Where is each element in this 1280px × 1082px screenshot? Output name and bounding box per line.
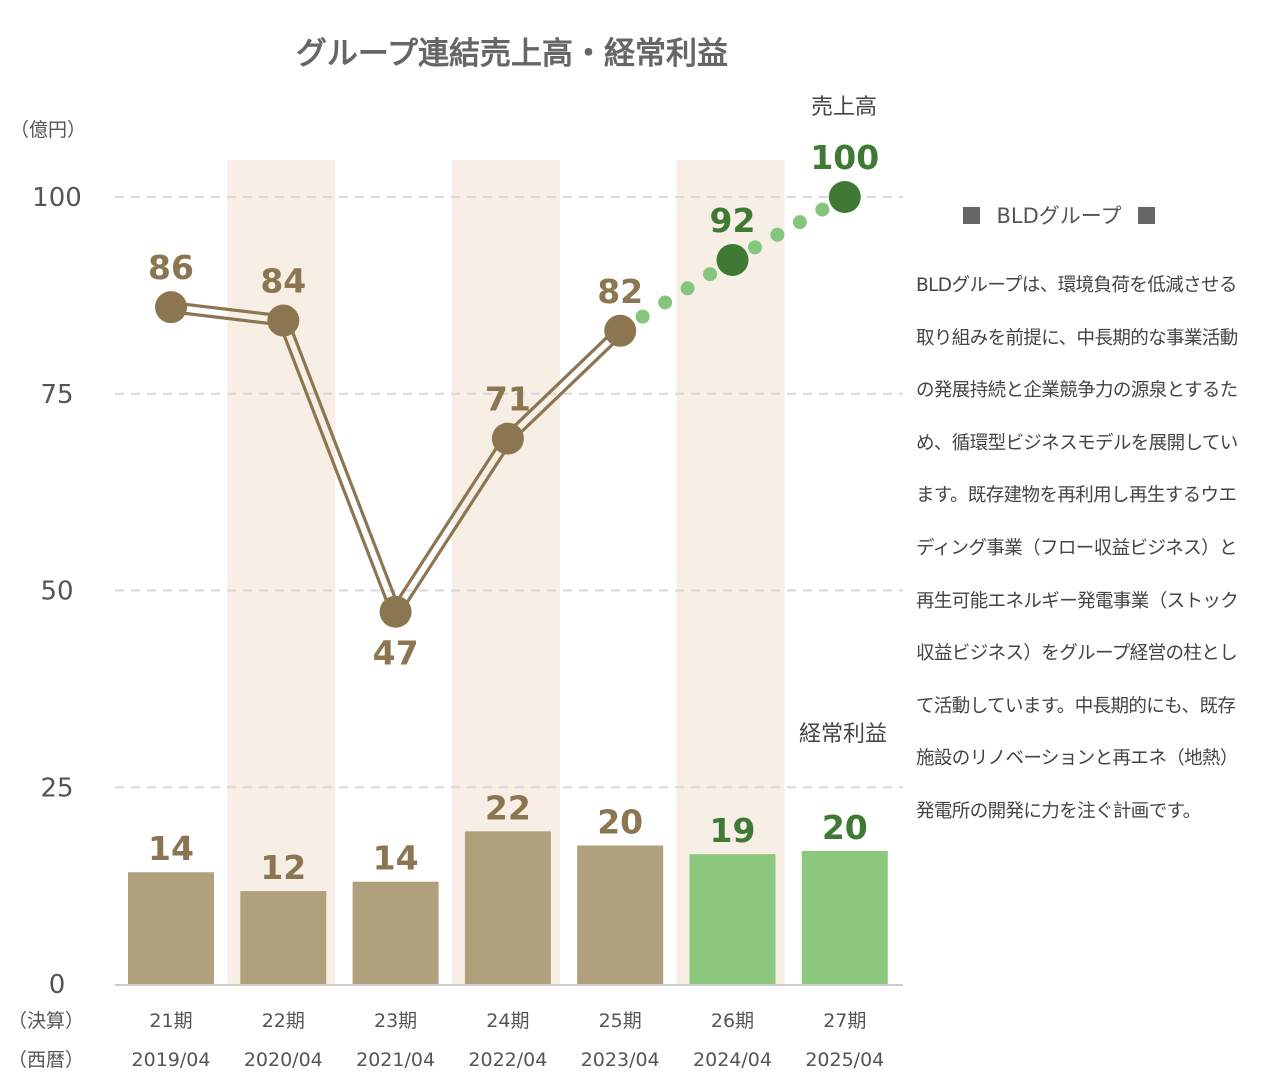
axes: 0 25 50 75 100 21期 2019/04 22期 2020/04 23期 2021/04… [32,183,903,1071]
x-date-label: 2021/04 [356,1049,435,1071]
sales-value-label: 47 [373,634,419,673]
y-tick-label: 75 [40,380,73,410]
sales-point [604,314,637,347]
profit-value-label: 22 [485,788,531,827]
profit-bar [577,845,664,984]
legend-square-right [1137,206,1155,224]
sales-line-segment [286,318,402,611]
sales-value-label: 100 [810,138,879,177]
sales-point [379,595,412,628]
chart-title: グループ連結売上高・経常利益 [296,36,728,72]
profit-bar [128,872,214,984]
sales-forecast-dot [792,215,807,230]
profit-bars [128,831,888,984]
sales-forecast-dot [658,295,673,310]
sales-line-segment [277,321,393,614]
x-date-label: 2024/04 [693,1049,772,1071]
sales-point [828,181,861,213]
profit-bar [689,854,776,984]
x-tick-label: 26期 [711,1010,754,1032]
profit-value-label: 20 [597,802,643,841]
sales-point [491,422,524,455]
profit-value-label: 19 [710,811,756,850]
x-tick-label: 22期 [262,1010,305,1032]
sales-points [155,181,861,628]
x-tick-label: 24期 [486,1010,529,1032]
sales-forecast-dot [747,240,762,255]
sales-series-label: 売上高 [811,95,877,120]
sales-forecast-dot [770,227,785,242]
shaded-band-22期 [227,160,336,984]
x-date-label: 2025/04 [805,1049,884,1071]
profit-bar [464,831,551,984]
y-tick-label: 100 [32,183,82,213]
sales-point [155,291,187,324]
sales-value-label: 84 [260,262,306,301]
sales-line [170,202,830,616]
sales-value-label: 86 [148,248,194,287]
profit-value-label: 12 [260,848,306,887]
x-tick-label: 21期 [149,1010,192,1032]
gridlines [115,196,903,789]
profit-series-label: 経常利益 [799,722,887,747]
legend: BLDグループ [916,200,1202,230]
description-text: BLDグループは、環境負荷を低減させる取り組みを前提に、中長期的な事業活動の発展… [916,275,1239,822]
side-panel: BLDグループ BLDグループは、環境負荷を低減させる取り組みを前提に、中長期的… [916,200,1246,839]
sales-forecast-dot [680,281,695,296]
shaded-bands [227,160,785,984]
sales-line-segment [503,326,619,437]
x-tick-label: 23期 [374,1010,417,1032]
shaded-band-26期 [676,160,785,984]
sales-line-segment [509,332,625,444]
x-tick-label: 25期 [599,1010,642,1032]
x-date-label: 2020/04 [244,1049,323,1071]
sales-line-segment [390,435,506,611]
sales-value-label: 82 [597,272,643,311]
profit-bar [240,891,327,984]
sales-line-segment [398,440,514,616]
sales-forecast-dot [815,202,830,217]
y-tick-label: 50 [40,577,73,607]
sales-line-segment [171,301,285,318]
y-tick-label: 25 [40,773,73,803]
legend-label: BLDグループ [996,204,1122,228]
sales-point [267,304,300,337]
sales-value-label: 71 [485,380,531,419]
legend-square-left [963,206,981,224]
sales-forecast-dot [635,309,650,324]
sales-line-segment [170,310,283,327]
y-tick-label: 0 [49,970,66,1000]
value-labels: 14 12 14 22 20 19 20 86 84 47 71 82 92 100 [148,138,879,887]
calendar-row-label: （西暦） [8,1049,84,1071]
x-date-label: 2023/04 [581,1049,660,1071]
sales-point [716,243,749,276]
sales-forecast-dot [703,267,718,282]
profit-bar [801,850,888,984]
profit-value-label: 14 [148,829,194,868]
x-tick-label: 27期 [823,1010,866,1032]
y-axis-unit-label: （億円） [10,119,86,141]
sales-value-label: 92 [710,201,756,240]
profit-value-label: 20 [822,808,868,847]
x-date-label: 2019/04 [132,1049,211,1071]
fiscal-row-label: （決算） [8,1010,84,1032]
profit-value-label: 14 [373,839,419,878]
profit-bar [352,881,439,984]
x-date-label: 2022/04 [468,1049,547,1071]
